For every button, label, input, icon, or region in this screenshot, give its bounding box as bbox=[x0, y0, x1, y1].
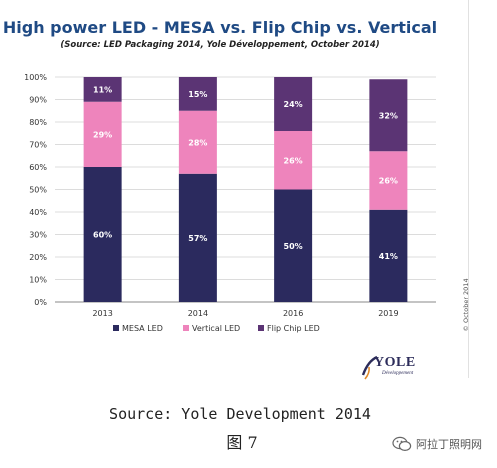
bar-segment bbox=[83, 167, 122, 302]
y-tick-label: 90% bbox=[29, 96, 47, 105]
stacked-bar-chart: 0% 10% 20% 30% 40% 50% 60% 70% 80% 90% 100% 60% 29% 1… bbox=[24, 73, 436, 333]
legend-label: Vertical LED bbox=[192, 324, 240, 333]
y-tick-label: 50% bbox=[29, 186, 47, 195]
legend-swatch bbox=[258, 325, 264, 331]
data-label: 60% bbox=[93, 231, 112, 240]
chart-panel: High power LED - MESA vs. Flip Chip vs. … bbox=[2, 0, 470, 381]
yole-logo: YOLE Développement bbox=[360, 353, 426, 381]
data-label: 26% bbox=[379, 177, 398, 186]
bar-segment bbox=[83, 77, 122, 102]
y-tick-label: 100% bbox=[24, 73, 47, 82]
data-label: 28% bbox=[188, 138, 207, 147]
bar-segment bbox=[178, 77, 217, 111]
bar-segment bbox=[274, 131, 313, 190]
data-label: 24% bbox=[284, 100, 303, 109]
x-tick-label: 2016 bbox=[283, 309, 303, 318]
x-tick-label: 2014 bbox=[188, 309, 208, 318]
bar-segment bbox=[178, 110, 217, 174]
legend-swatch bbox=[183, 325, 189, 331]
y-tick-label: 20% bbox=[29, 253, 47, 262]
y-tick-label: 40% bbox=[29, 208, 47, 217]
source-caption: Source: Yole Development 2014 bbox=[109, 405, 371, 423]
copyright-text: © October 2014 bbox=[462, 278, 470, 332]
logo-subtitle: Développement bbox=[382, 371, 414, 376]
y-tick-label: 70% bbox=[29, 141, 47, 150]
logo-word: YOLE bbox=[374, 355, 416, 370]
watermark-text: 阿拉丁照明网 bbox=[416, 438, 482, 451]
legend-swatch bbox=[113, 325, 119, 331]
bar-segment bbox=[369, 151, 408, 210]
x-tick-label: 2019 bbox=[378, 309, 398, 318]
data-label: 26% bbox=[284, 156, 303, 165]
bar-segment bbox=[369, 79, 408, 152]
data-label: 15% bbox=[188, 90, 207, 99]
watermark: 阿拉丁照明网 bbox=[392, 436, 482, 452]
wechat-icon bbox=[392, 436, 412, 452]
data-label: 32% bbox=[379, 111, 398, 120]
bar-segment bbox=[274, 77, 313, 131]
figure-label: 图 7 bbox=[226, 433, 258, 452]
bar-segment bbox=[83, 101, 122, 167]
bar-segment bbox=[178, 173, 217, 302]
bar-segment bbox=[369, 209, 408, 302]
data-label: 50% bbox=[284, 242, 303, 251]
legend-label: MESA LED bbox=[122, 324, 163, 333]
data-label: 11% bbox=[93, 85, 112, 94]
y-tick-label: 30% bbox=[29, 231, 47, 240]
chart-subtitle: (Source: LED Packaging 2014, Yole Dévelo… bbox=[60, 40, 380, 50]
y-tick-label: 60% bbox=[29, 163, 47, 172]
chart-title: High power LED - MESA vs. Flip Chip vs. … bbox=[2, 18, 438, 37]
x-tick-label: 2013 bbox=[92, 309, 112, 318]
y-tick-label: 10% bbox=[29, 276, 47, 285]
y-tick-label: 80% bbox=[29, 118, 47, 127]
data-label: 29% bbox=[93, 130, 112, 139]
data-label: 57% bbox=[188, 234, 207, 243]
panel-divider bbox=[468, 0, 469, 378]
bar-segment bbox=[274, 189, 313, 302]
data-label: 41% bbox=[379, 252, 398, 261]
y-tick-label: 0% bbox=[34, 298, 47, 307]
legend-label: Flip Chip LED bbox=[267, 324, 320, 333]
yole-swoosh-icon bbox=[361, 355, 378, 380]
